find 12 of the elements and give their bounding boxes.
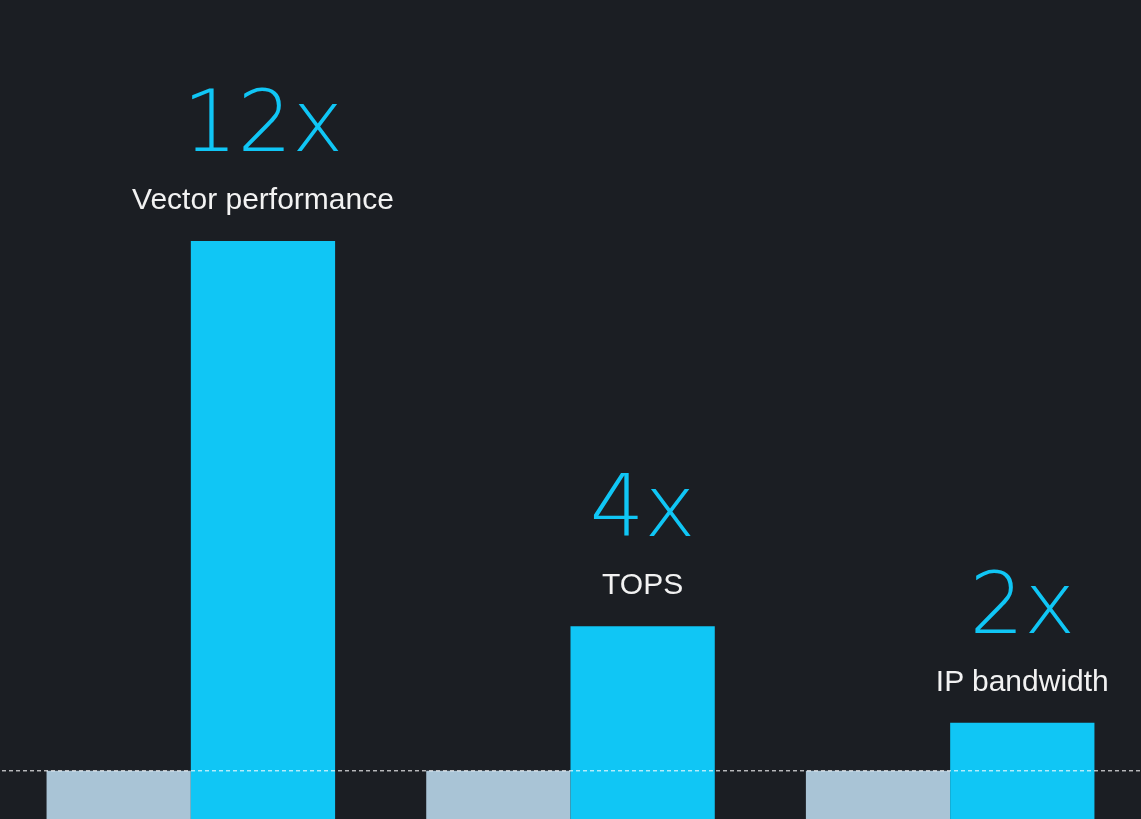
bar <box>190 240 336 819</box>
bar <box>805 770 951 819</box>
bar <box>570 626 715 819</box>
data-label: 4x <box>589 456 696 557</box>
x-tick-label: TOPS <box>602 567 684 601</box>
bar <box>950 722 1095 819</box>
data-label: 12x <box>182 70 344 171</box>
x-tick-label: IP bandwidth <box>935 663 1109 697</box>
bar <box>426 770 571 819</box>
bar <box>46 770 191 819</box>
x-tick-label: Vector performance <box>132 181 394 215</box>
data-label: 2x <box>969 552 1076 653</box>
